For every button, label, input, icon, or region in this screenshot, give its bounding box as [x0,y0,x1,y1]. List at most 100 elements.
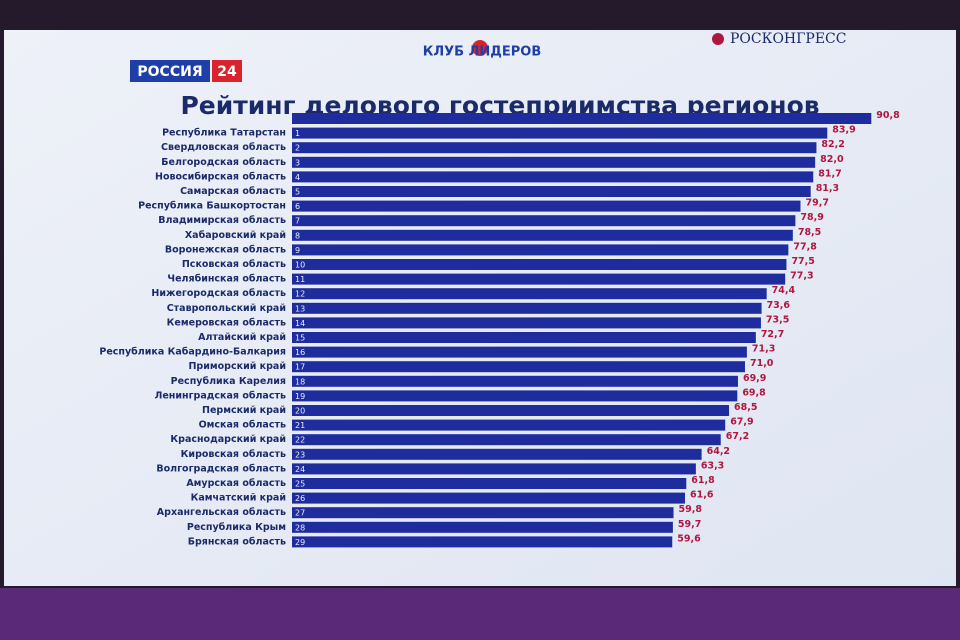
rank-label: 5 [295,188,300,197]
category-label: Кемеровская область [167,317,286,328]
stage-light [0,588,960,640]
bar [292,229,793,241]
rank-label: 20 [295,407,305,416]
category-label: Воронежская область [165,244,286,255]
category-label: Алтайский край [198,332,286,343]
logo-right-icon [712,33,724,45]
rank-label: 7 [295,217,300,226]
bar [292,244,789,256]
value-label: 69,8 [742,387,766,398]
value-label: 69,9 [743,373,766,384]
value-label: 67,9 [730,417,753,428]
rank-label: 19 [295,392,305,401]
category-label: Белгородская область [161,157,286,168]
rank-label: 6 [295,202,300,211]
bar [292,200,801,212]
rank-label: 14 [295,319,305,328]
value-label: 68,5 [734,402,757,413]
value-label: 77,3 [790,271,813,282]
value-label: 90,8 [876,110,900,121]
rank-label: 17 [295,363,305,372]
logo-badge-box [212,60,242,82]
value-label: 61,8 [691,475,715,486]
bar [292,186,811,197]
category-label: Республика Карелия [171,376,286,387]
category-label: Архангельская область [157,507,286,518]
value-label: 77,8 [793,241,817,252]
bar [292,419,726,431]
category-label: Кировская область [181,449,286,460]
category-label: Краснодарский край [170,434,286,445]
rank-label: 10 [295,261,305,270]
bar [292,478,687,489]
rank-label: 2 [295,144,300,153]
category-label: Владимирская область [158,215,286,226]
category-label: Брянская область [188,536,286,547]
logo-right: РОСКОНГРЕСС [730,31,846,47]
category-label: Омская область [199,420,286,431]
rank-label: 21 [295,421,305,430]
bar [292,448,702,460]
bar [292,142,817,154]
rank-label: 25 [295,480,305,489]
logo-center: КЛУБ ЛИДЕРОВ [423,45,542,60]
bar [292,492,686,504]
rank-label: 12 [295,290,305,299]
bar [292,361,745,373]
value-label: 59,6 [677,533,701,544]
category-label: Самарская область [180,186,286,197]
rank-label: 13 [295,304,305,313]
value-label: 59,7 [678,519,701,530]
category-label: Приморский край [188,361,286,372]
value-label: 73,6 [767,300,791,311]
logo-badge: 24 [217,64,237,80]
rank-label: 15 [295,334,305,343]
category-label: Ленинградская область [154,390,286,401]
bar [292,317,761,329]
value-label: 78,5 [798,227,821,238]
value-label: 64,2 [707,446,730,457]
value-label: 59,8 [679,504,703,515]
bar [292,375,738,387]
bar [292,507,674,519]
category-label: Волгоградская область [156,463,286,474]
logo-icon [472,40,488,56]
value-label: 71,0 [750,358,774,369]
category-label: Новосибирская область [155,171,286,182]
rank-label: 3 [295,158,300,167]
value-label: 67,2 [726,431,749,442]
rank-label: 16 [295,348,305,357]
rank-label: 23 [295,450,305,459]
category-label: Амурская область [186,478,286,489]
value-label: 77,5 [791,256,814,267]
bar [292,536,673,548]
bar [292,332,756,343]
category-label: Республика Крым [187,522,286,533]
value-label: 79,7 [805,198,828,209]
category-label: Пермский край [202,405,286,416]
rank-label: 18 [295,377,305,386]
category-label: Республика Татарстан [162,128,286,139]
bar [292,521,673,533]
value-label: 74,4 [772,285,796,296]
logo-left: РОССИЯ [137,64,202,80]
rank-label: 26 [295,494,305,503]
value-label: 72,7 [761,329,784,340]
bar [292,302,762,314]
category-label: Челябинская область [167,274,286,285]
value-label: 82,2 [821,139,844,150]
value-label: 61,6 [690,490,714,501]
rank-label: 4 [295,173,300,182]
rank-label: 28 [295,523,305,532]
category-label: Республика Кабардино-Балкария [99,347,286,358]
logo-box [130,60,210,82]
value-label: 71,3 [752,344,775,355]
rank-label: 8 [295,231,300,240]
bar [292,156,816,168]
category-label: Свердловская область [161,142,286,153]
bar [292,434,721,446]
rank-label: 11 [295,275,305,284]
rank-label: 27 [295,509,305,518]
bar [292,390,738,402]
